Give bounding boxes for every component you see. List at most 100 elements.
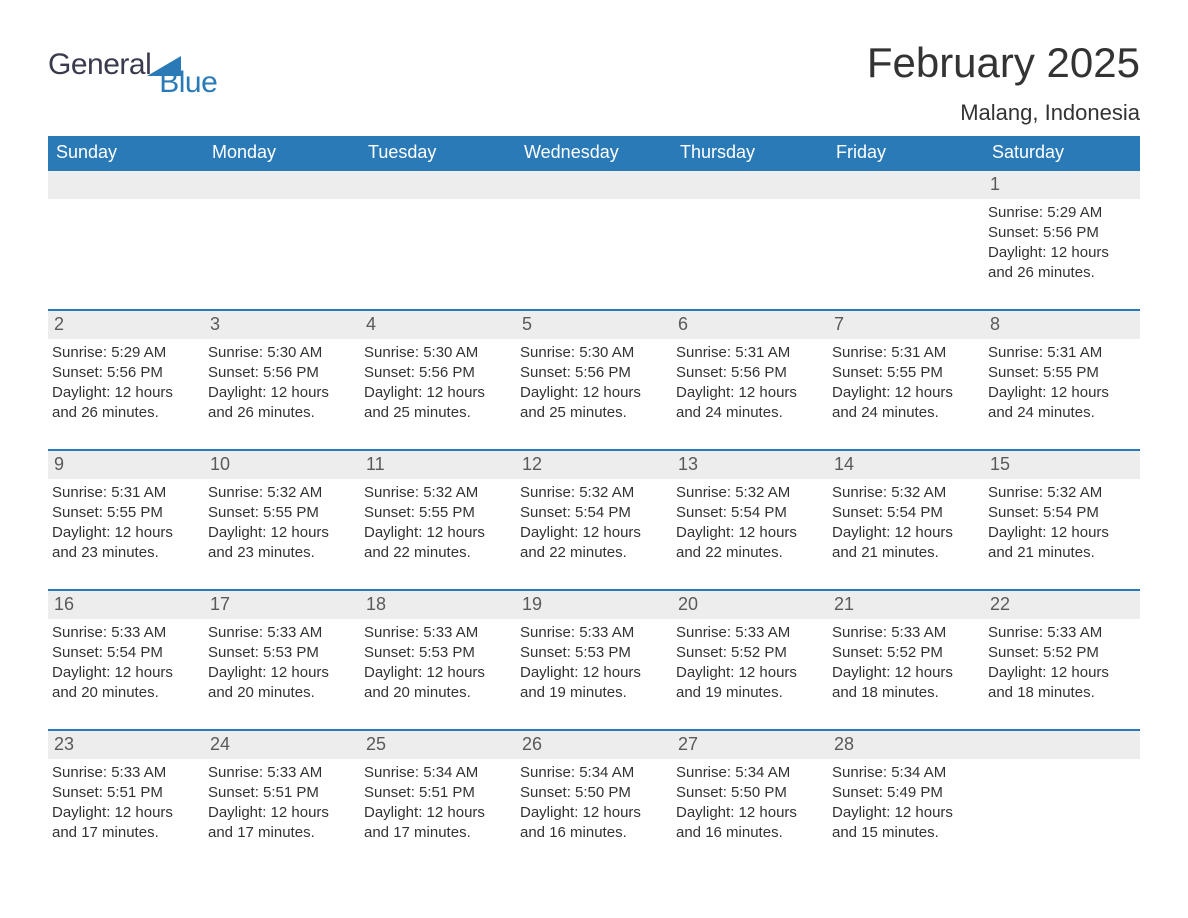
day-number: 8 — [984, 309, 1140, 338]
day-cell: 2Sunrise: 5:29 AMSunset: 5:56 PMDaylight… — [48, 309, 204, 449]
day-details: Sunrise: 5:29 AMSunset: 5:56 PMDaylight:… — [984, 199, 1140, 288]
sunrise-text: Sunrise: 5:32 AM — [520, 483, 666, 503]
week-row: 16Sunrise: 5:33 AMSunset: 5:54 PMDayligh… — [48, 589, 1140, 729]
day-details: Sunrise: 5:29 AMSunset: 5:56 PMDaylight:… — [48, 339, 204, 428]
sunset-text: Sunset: 5:51 PM — [208, 783, 354, 803]
week-row: 23Sunrise: 5:33 AMSunset: 5:51 PMDayligh… — [48, 729, 1140, 869]
day-details: Sunrise: 5:31 AMSunset: 5:56 PMDaylight:… — [672, 339, 828, 428]
day-details: Sunrise: 5:33 AMSunset: 5:53 PMDaylight:… — [516, 619, 672, 708]
day-details: Sunrise: 5:32 AMSunset: 5:55 PMDaylight:… — [360, 479, 516, 568]
sunset-text: Sunset: 5:56 PM — [988, 223, 1134, 243]
sunset-text: Sunset: 5:54 PM — [988, 503, 1134, 523]
col-sunday: Sunday — [48, 136, 204, 169]
day-details: Sunrise: 5:32 AMSunset: 5:54 PMDaylight:… — [828, 479, 984, 568]
day-number: 27 — [672, 729, 828, 758]
logo-text-blue: Blue — [159, 66, 217, 100]
day-details: Sunrise: 5:33 AMSunset: 5:52 PMDaylight:… — [828, 619, 984, 708]
day-cell: 28Sunrise: 5:34 AMSunset: 5:49 PMDayligh… — [828, 729, 984, 869]
sunrise-text: Sunrise: 5:33 AM — [364, 623, 510, 643]
sunset-text: Sunset: 5:51 PM — [364, 783, 510, 803]
calendar-page: General Blue February 2025 Malang, Indon… — [0, 0, 1188, 918]
day-details: Sunrise: 5:33 AMSunset: 5:51 PMDaylight:… — [48, 759, 204, 848]
day-cell — [48, 169, 204, 309]
day-cell: 22Sunrise: 5:33 AMSunset: 5:52 PMDayligh… — [984, 589, 1140, 729]
day-details: Sunrise: 5:31 AMSunset: 5:55 PMDaylight:… — [48, 479, 204, 568]
page-header: General Blue February 2025 Malang, Indon… — [48, 40, 1140, 126]
col-wednesday: Wednesday — [516, 136, 672, 169]
day-details: Sunrise: 5:34 AMSunset: 5:49 PMDaylight:… — [828, 759, 984, 848]
sunrise-text: Sunrise: 5:34 AM — [832, 763, 978, 783]
day-cell: 25Sunrise: 5:34 AMSunset: 5:51 PMDayligh… — [360, 729, 516, 869]
day-cell: 17Sunrise: 5:33 AMSunset: 5:53 PMDayligh… — [204, 589, 360, 729]
sunset-text: Sunset: 5:55 PM — [832, 363, 978, 383]
day-number: 19 — [516, 589, 672, 618]
day-details: Sunrise: 5:33 AMSunset: 5:53 PMDaylight:… — [360, 619, 516, 708]
sunset-text: Sunset: 5:55 PM — [208, 503, 354, 523]
daylight-text: Daylight: 12 hours and 26 minutes. — [988, 243, 1134, 284]
sunset-text: Sunset: 5:56 PM — [52, 363, 198, 383]
day-number: 25 — [360, 729, 516, 758]
location-label: Malang, Indonesia — [867, 100, 1140, 126]
day-cell: 26Sunrise: 5:34 AMSunset: 5:50 PMDayligh… — [516, 729, 672, 869]
day-cell: 20Sunrise: 5:33 AMSunset: 5:52 PMDayligh… — [672, 589, 828, 729]
day-number: 17 — [204, 589, 360, 618]
sunrise-text: Sunrise: 5:33 AM — [988, 623, 1134, 643]
day-number: 14 — [828, 449, 984, 478]
sunset-text: Sunset: 5:55 PM — [364, 503, 510, 523]
day-number — [204, 169, 360, 198]
sunrise-text: Sunrise: 5:31 AM — [988, 343, 1134, 363]
sunset-text: Sunset: 5:50 PM — [676, 783, 822, 803]
day-cell: 1Sunrise: 5:29 AMSunset: 5:56 PMDaylight… — [984, 169, 1140, 309]
sunset-text: Sunset: 5:55 PM — [52, 503, 198, 523]
day-cell — [984, 729, 1140, 869]
sunset-text: Sunset: 5:56 PM — [364, 363, 510, 383]
sunset-text: Sunset: 5:53 PM — [520, 643, 666, 663]
sunrise-text: Sunrise: 5:29 AM — [988, 203, 1134, 223]
day-details: Sunrise: 5:30 AMSunset: 5:56 PMDaylight:… — [204, 339, 360, 428]
sunset-text: Sunset: 5:51 PM — [52, 783, 198, 803]
day-details: Sunrise: 5:34 AMSunset: 5:50 PMDaylight:… — [672, 759, 828, 848]
day-details: Sunrise: 5:33 AMSunset: 5:52 PMDaylight:… — [672, 619, 828, 708]
sunrise-text: Sunrise: 5:32 AM — [832, 483, 978, 503]
daylight-text: Daylight: 12 hours and 21 minutes. — [988, 523, 1134, 564]
day-details: Sunrise: 5:33 AMSunset: 5:51 PMDaylight:… — [204, 759, 360, 848]
day-cell: 6Sunrise: 5:31 AMSunset: 5:56 PMDaylight… — [672, 309, 828, 449]
day-cell: 24Sunrise: 5:33 AMSunset: 5:51 PMDayligh… — [204, 729, 360, 869]
day-number: 16 — [48, 589, 204, 618]
day-cell — [516, 169, 672, 309]
day-cell: 23Sunrise: 5:33 AMSunset: 5:51 PMDayligh… — [48, 729, 204, 869]
day-details: Sunrise: 5:30 AMSunset: 5:56 PMDaylight:… — [516, 339, 672, 428]
day-number: 21 — [828, 589, 984, 618]
day-number: 12 — [516, 449, 672, 478]
day-cell: 14Sunrise: 5:32 AMSunset: 5:54 PMDayligh… — [828, 449, 984, 589]
sunset-text: Sunset: 5:54 PM — [676, 503, 822, 523]
sunset-text: Sunset: 5:50 PM — [520, 783, 666, 803]
day-number: 9 — [48, 449, 204, 478]
day-cell: 16Sunrise: 5:33 AMSunset: 5:54 PMDayligh… — [48, 589, 204, 729]
week-row: 2Sunrise: 5:29 AMSunset: 5:56 PMDaylight… — [48, 309, 1140, 449]
day-number: 1 — [984, 169, 1140, 198]
sunrise-text: Sunrise: 5:32 AM — [988, 483, 1134, 503]
daylight-text: Daylight: 12 hours and 20 minutes. — [52, 663, 198, 704]
daylight-text: Daylight: 12 hours and 18 minutes. — [988, 663, 1134, 704]
day-details: Sunrise: 5:32 AMSunset: 5:55 PMDaylight:… — [204, 479, 360, 568]
day-number — [828, 169, 984, 198]
daylight-text: Daylight: 12 hours and 26 minutes. — [52, 383, 198, 424]
day-cell: 27Sunrise: 5:34 AMSunset: 5:50 PMDayligh… — [672, 729, 828, 869]
day-cell: 13Sunrise: 5:32 AMSunset: 5:54 PMDayligh… — [672, 449, 828, 589]
daylight-text: Daylight: 12 hours and 18 minutes. — [832, 663, 978, 704]
daylight-text: Daylight: 12 hours and 15 minutes. — [832, 803, 978, 844]
day-number — [48, 169, 204, 198]
day-cell: 19Sunrise: 5:33 AMSunset: 5:53 PMDayligh… — [516, 589, 672, 729]
week-row: 9Sunrise: 5:31 AMSunset: 5:55 PMDaylight… — [48, 449, 1140, 589]
day-number: 7 — [828, 309, 984, 338]
day-number: 5 — [516, 309, 672, 338]
day-number: 11 — [360, 449, 516, 478]
sunrise-text: Sunrise: 5:31 AM — [832, 343, 978, 363]
daylight-text: Daylight: 12 hours and 24 minutes. — [676, 383, 822, 424]
day-cell: 8Sunrise: 5:31 AMSunset: 5:55 PMDaylight… — [984, 309, 1140, 449]
sunset-text: Sunset: 5:53 PM — [364, 643, 510, 663]
day-details: Sunrise: 5:31 AMSunset: 5:55 PMDaylight:… — [984, 339, 1140, 428]
logo-text-general: General — [48, 48, 151, 82]
day-number: 15 — [984, 449, 1140, 478]
